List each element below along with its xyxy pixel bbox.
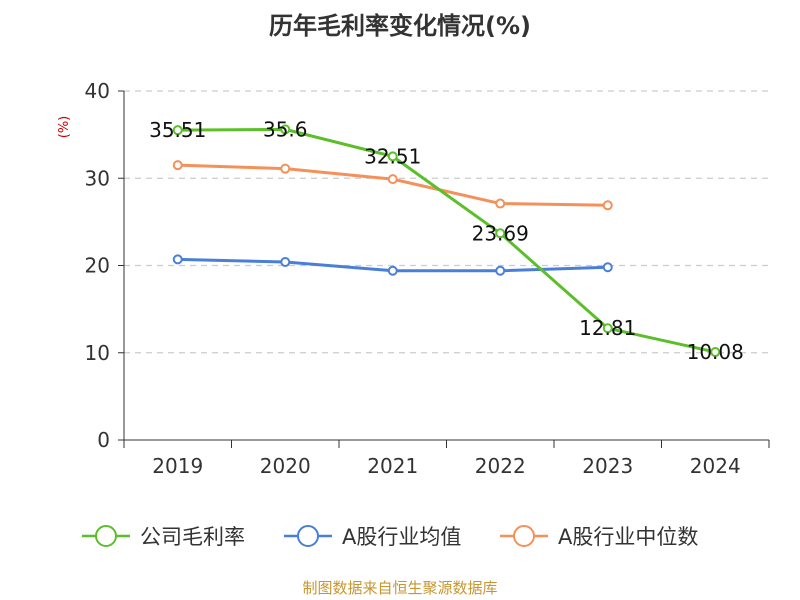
legend-marker [95, 525, 117, 547]
series-2 [172, 254, 613, 276]
x-tick-label-2019: 2019 [152, 454, 203, 478]
y-tick-label: 40 [85, 79, 110, 103]
series-3 [172, 160, 613, 211]
data-point[interactable] [495, 198, 506, 209]
x-tick-label-2021: 2021 [367, 454, 418, 478]
data-point[interactable] [602, 323, 613, 334]
legend-label: A股行业中位数 [558, 525, 698, 549]
series-lines [172, 124, 721, 358]
y-tick-label: 20 [85, 254, 110, 278]
x-tick-label-2022: 2022 [475, 454, 526, 478]
y-tick-label: 0 [97, 428, 110, 452]
data-point[interactable] [495, 228, 506, 239]
legend[interactable]: 公司毛利率 A股行业均值 A股行业中位数 [82, 525, 698, 549]
x-tick-label-2023: 2023 [582, 454, 633, 478]
series-line-3 [177, 163, 608, 207]
data-label: 32.51 [364, 144, 421, 168]
axes: 0 10 20 30 40 2019 2020 2021 2022 2023 2024 [85, 79, 770, 478]
x-tick-label-2020: 2020 [260, 454, 311, 478]
data-point[interactable] [602, 200, 613, 211]
y-tick-label: 10 [85, 341, 110, 365]
data-label: 35.6 [263, 117, 308, 141]
legend-label: 公司毛利率 [140, 525, 245, 549]
data-point[interactable] [710, 347, 721, 358]
data-point[interactable] [280, 124, 291, 135]
grid-lines [124, 90, 769, 354]
legend-marker [513, 525, 535, 547]
legend-item-3[interactable]: A股行业中位数 [500, 525, 698, 549]
legend-item-2[interactable]: A股行业均值 [284, 525, 461, 549]
data-label: 10.08 [687, 340, 744, 364]
data-point[interactable] [602, 262, 613, 273]
series-1 [172, 124, 721, 358]
data-label: 23.69 [472, 221, 529, 245]
data-source-note: 制图数据来自恒生聚源数据库 [302, 579, 497, 597]
y-axis-label: (%) [57, 116, 72, 139]
y-tick-label: 30 [85, 166, 110, 190]
x-tick-label-2024: 2024 [690, 454, 741, 478]
data-point[interactable] [172, 160, 183, 171]
chart-title: 历年毛利率变化情况(%) [269, 12, 531, 40]
data-point[interactable] [280, 257, 291, 268]
data-point[interactable] [280, 163, 291, 174]
data-label: 35.51 [149, 118, 206, 142]
legend-marker [297, 525, 319, 547]
data-point[interactable] [387, 174, 398, 185]
data-point[interactable] [387, 265, 398, 276]
legend-label: A股行业均值 [342, 525, 461, 549]
data-label: 12.81 [579, 316, 636, 340]
data-point[interactable] [387, 151, 398, 162]
legend-item-1[interactable]: 公司毛利率 [82, 525, 245, 549]
data-labels: 35.51 35.6 32.51 23.69 12.81 10.08 [149, 117, 744, 364]
data-point[interactable] [172, 254, 183, 265]
series-line-1 [177, 127, 716, 354]
data-point[interactable] [172, 125, 183, 136]
data-point[interactable] [495, 265, 506, 276]
